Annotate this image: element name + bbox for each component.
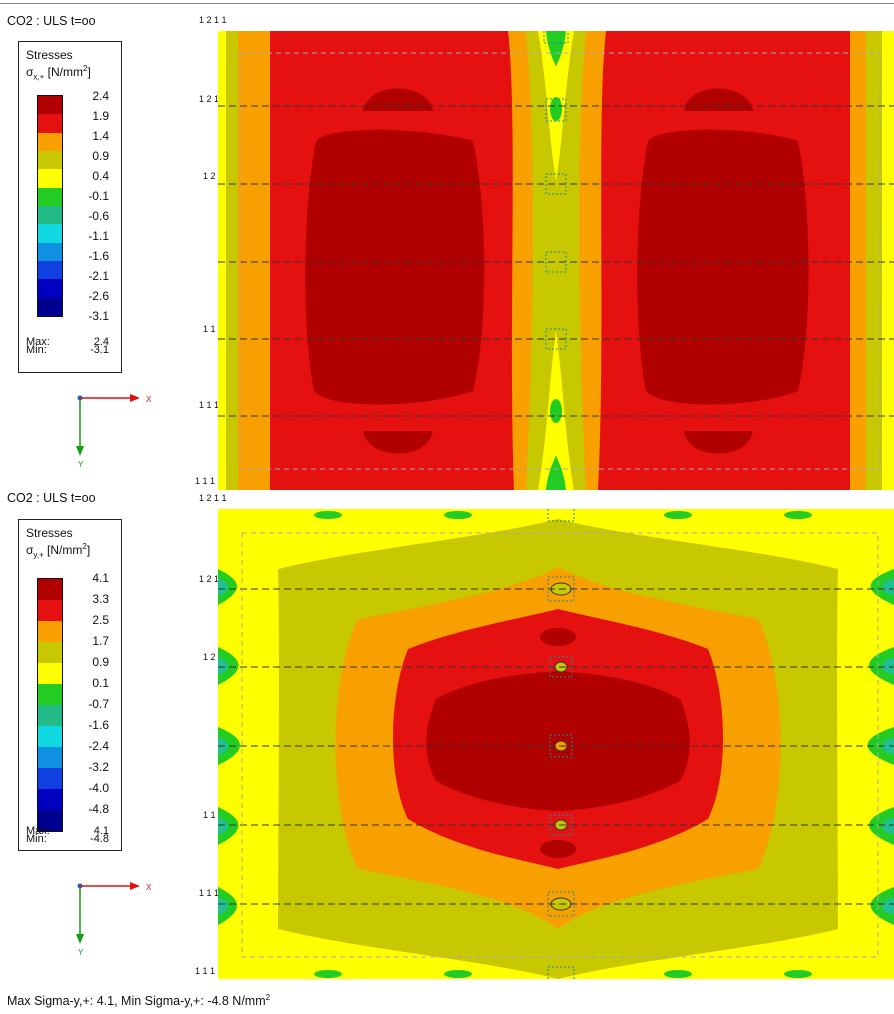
legend-min-value: -3.1 bbox=[90, 344, 109, 356]
legend-unit: σy,+ [N/mm2] bbox=[26, 542, 91, 560]
legend-level: -2.1 bbox=[88, 269, 109, 283]
panel-1-row-label: 1 1 1 1 bbox=[195, 476, 223, 486]
footer-summary: Max Sigma-y,+: 4.1, Min Sigma-y,+: -4.8 … bbox=[7, 993, 271, 1009]
panel-2-title: CO2 : ULS t=oo bbox=[7, 491, 96, 505]
panel-1-top-label: 1 2 1 1 bbox=[199, 15, 227, 25]
legend-level: -1.1 bbox=[88, 229, 109, 243]
panel-1-row-label: 1 2 1 bbox=[199, 94, 220, 104]
panel-1-legend: Stresses σx,+ [N/mm2] 2.4 1.9 1.4 0.9 0.… bbox=[18, 41, 122, 373]
y-axis-label: Y bbox=[78, 948, 84, 956]
legend-level: -2.6 bbox=[88, 289, 109, 303]
legend-level: 0.9 bbox=[92, 655, 109, 669]
legend-level: 1.7 bbox=[92, 634, 109, 648]
legend-color-bar bbox=[37, 578, 63, 832]
legend-level: -0.1 bbox=[88, 189, 109, 203]
panel-2-row-label: 1 1 bbox=[203, 810, 216, 820]
legend-level: -4.8 bbox=[88, 802, 109, 816]
panel-2-axes-triad: X Y bbox=[58, 876, 158, 957]
legend-min-label: Min: bbox=[26, 344, 47, 356]
legend-min-label: Min: bbox=[26, 833, 47, 845]
panel-2-row-label: 1 2 bbox=[203, 652, 216, 662]
panel-2-row-label: 1 2 1 bbox=[199, 574, 220, 584]
panel-2-row-label: 1 1 1 bbox=[199, 888, 220, 898]
panel-1-row-label: 1 2 bbox=[203, 171, 216, 181]
legend-unit: σx,+ [N/mm2] bbox=[26, 64, 91, 82]
panel-1-axes-triad: X Y bbox=[58, 388, 158, 469]
legend-level: 0.1 bbox=[92, 676, 109, 690]
legend-level: 1.4 bbox=[92, 129, 109, 143]
legend-max-value: 4.1 bbox=[93, 825, 109, 837]
legend-level: 1.9 bbox=[92, 109, 109, 123]
legend-level: -1.6 bbox=[88, 249, 109, 263]
legend-level: 4.1 bbox=[92, 571, 109, 585]
top-divider bbox=[0, 3, 894, 4]
panel-2-contour-plot bbox=[218, 509, 894, 979]
legend-max-label: Max: bbox=[26, 825, 50, 837]
panel-1-title: CO2 : ULS t=oo bbox=[7, 14, 96, 28]
legend-min-value: -4.8 bbox=[90, 833, 109, 845]
panel-2-row-label: 1 1 1 1 bbox=[195, 966, 223, 976]
legend-level: 3.3 bbox=[92, 592, 109, 606]
panel-1-contour-plot bbox=[218, 31, 894, 490]
legend-level: 2.5 bbox=[92, 613, 109, 627]
legend-title: Stresses bbox=[26, 526, 73, 540]
y-axis-label: Y bbox=[78, 460, 84, 468]
x-axis-label: X bbox=[146, 883, 152, 892]
legend-level: -0.7 bbox=[88, 697, 109, 711]
panel-1-row-label: 1 1 bbox=[203, 324, 216, 334]
legend-level: -0.6 bbox=[88, 209, 109, 223]
legend-color-bar bbox=[37, 95, 63, 317]
legend-level: -4.0 bbox=[88, 781, 109, 795]
panel-1-row-label: 1 1 1 bbox=[199, 400, 220, 410]
legend-level: 2.4 bbox=[92, 89, 109, 103]
legend-level: 0.9 bbox=[92, 149, 109, 163]
legend-level: 0.4 bbox=[92, 169, 109, 183]
legend-title: Stresses bbox=[26, 48, 73, 62]
panel-2-top-label: 1 2 1 1 bbox=[199, 493, 227, 503]
legend-level: -1.6 bbox=[88, 718, 109, 732]
legend-max-value: 2.4 bbox=[93, 336, 109, 348]
legend-level: -3.1 bbox=[88, 309, 109, 323]
legend-level: -3.2 bbox=[88, 760, 109, 774]
panel-2-legend: Stresses σy,+ [N/mm2] 4.1 3.3 2.5 1.7 0.… bbox=[18, 519, 122, 851]
legend-max-label: Max: bbox=[26, 336, 50, 348]
x-axis-label: X bbox=[146, 395, 152, 404]
legend-level: -2.4 bbox=[88, 739, 109, 753]
